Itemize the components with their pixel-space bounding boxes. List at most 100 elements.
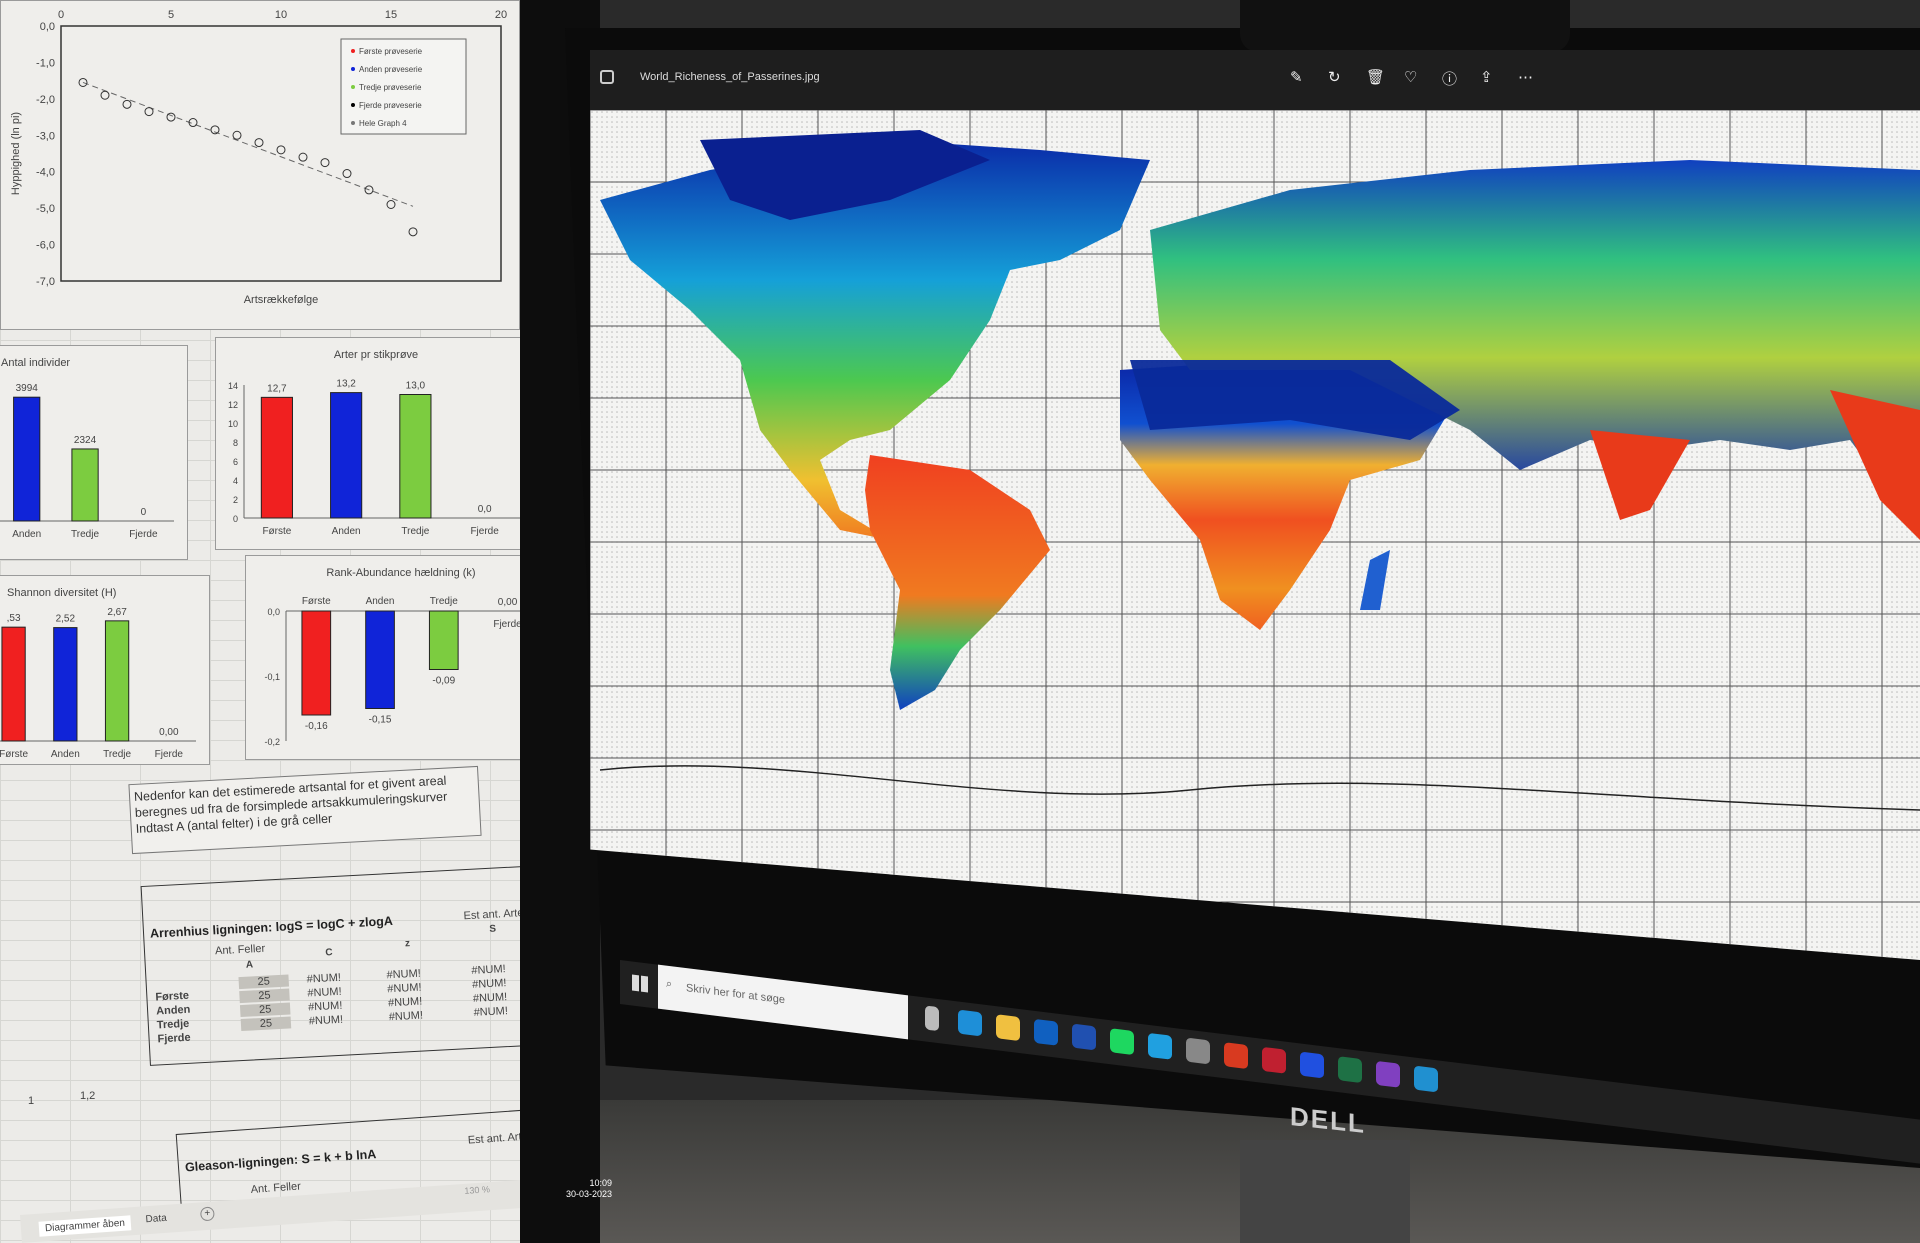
webcam <box>1240 0 1570 52</box>
app-icon[interactable] <box>1186 1037 1210 1065</box>
y-tick-label: -0,2 <box>264 737 280 747</box>
category-label: Fjerde <box>155 749 184 760</box>
outlook-icon[interactable] <box>1034 1018 1058 1046</box>
madagascar <box>1360 550 1390 610</box>
x-tick-label: 20 <box>495 9 507 21</box>
chart-arter-pr-stikprove[interactable]: Arter pr stikprøve 12,7 Første 13,2 Anden 13,… <box>215 337 535 550</box>
chart-rank-abundance[interactable]: Rank-Abundance hældning (k) -0,16 Første -0… <box>245 555 555 760</box>
data-label: 2,67 <box>107 607 127 618</box>
category-label: Tredje <box>71 529 99 540</box>
zoom-level: 130 % <box>464 1184 491 1196</box>
chart-title: Shannon diversitet (H) <box>7 587 116 599</box>
axis-tick: 1 <box>28 1095 35 1107</box>
data-label: 2324 <box>74 435 97 446</box>
clock-time: 10:09 <box>589 1178 613 1188</box>
data-label: -0,09 <box>432 676 455 687</box>
sahara-arabia <box>1130 360 1460 440</box>
axis-tick: 1,2 <box>80 1090 96 1102</box>
add-sheet-icon[interactable]: + <box>199 1206 215 1222</box>
category-label: Anden <box>51 749 80 760</box>
rank-abundance-scatter-chart[interactable]: 0 5 10 15 20 0,0 -1,0 -2,0 -3,0 -4,0 -5,0 -6,0 -7,0 A… <box>0 0 520 330</box>
search-placeholder: Skriv her for at søge <box>686 982 786 1007</box>
bar <box>330 392 363 519</box>
x-tick-label: 5 <box>168 9 174 21</box>
north-america <box>600 140 1150 540</box>
bar <box>1 626 26 742</box>
south-asia <box>1590 390 1920 540</box>
table-cell: #NUM! <box>386 967 422 982</box>
chart-antal-individer[interactable]: Antal individer 3994 Anden 2324 Tredje 0 Fjerd… <box>0 345 188 560</box>
share-icon[interactable]: ⇪ <box>1480 69 1493 86</box>
y-tick-label: 12 <box>228 400 238 410</box>
photos-icon[interactable] <box>1414 1065 1438 1093</box>
category-label: Fjerde <box>129 529 158 540</box>
onenote-icon[interactable] <box>1376 1060 1400 1088</box>
info-icon[interactable]: ⓘ <box>1442 71 1458 88</box>
data-label: 13,2 <box>336 379 356 390</box>
y-tick-label: 0 <box>233 514 238 524</box>
table-cell: #NUM! <box>387 995 423 1010</box>
data-label: 0,0 <box>478 504 492 515</box>
y-tick-label: -2,0 <box>36 94 55 106</box>
y-tick-label: -7,0 <box>36 276 55 288</box>
x-tick-label: 10 <box>275 9 287 21</box>
snipping-tool-icon[interactable] <box>1262 1046 1286 1074</box>
data-point <box>188 118 198 128</box>
y-axis-label: Hyppighed (ln pi) <box>10 112 22 195</box>
search-icon: ⌕ <box>666 977 673 991</box>
delete-icon[interactable]: 🗑 <box>1366 69 1386 86</box>
rotate-icon[interactable]: ↻ <box>1328 69 1341 86</box>
more-icon[interactable]: ⋯ <box>1518 69 1533 86</box>
category-label: Første <box>0 749 28 760</box>
gleason-title: Gleason-ligningen: S = k + b lnA <box>184 1147 377 1175</box>
chart-shannon[interactable]: Shannon diversitet (H) ,53 Første 2,52 Anden… <box>0 575 210 765</box>
data-point <box>298 152 308 162</box>
arrhenius-title: Arrenhius ligningen: logS = logC + zlogA <box>149 913 394 941</box>
y-tick-label: 14 <box>228 381 238 391</box>
bar <box>301 610 332 716</box>
data-label: 12,7 <box>267 383 287 394</box>
excel-icon[interactable] <box>1338 1056 1362 1084</box>
data-point <box>254 138 264 148</box>
y-tick-label: 6 <box>233 457 238 467</box>
legend-marker <box>351 67 355 71</box>
legend-marker <box>351 103 355 107</box>
y-tick-label: -4,0 <box>36 167 55 179</box>
chart-title: Arter pr stikprøve <box>334 349 418 361</box>
data-point <box>408 227 418 237</box>
trendline <box>82 81 414 207</box>
powerpoint-icon[interactable] <box>1224 1042 1248 1070</box>
table-cell: #NUM! <box>472 991 508 1005</box>
task-view-icon[interactable] <box>925 1005 939 1032</box>
table-cell: Første <box>155 989 190 1004</box>
category-label: Anden <box>12 529 41 540</box>
table-cell: #NUM! <box>307 999 343 1014</box>
sheet-tab-diagrammer[interactable]: Diagrammer åben <box>38 1215 132 1237</box>
skype-icon[interactable] <box>1148 1032 1172 1060</box>
x-axis-label: Artsrækkefølge <box>244 294 319 306</box>
file-explorer-icon[interactable] <box>996 1014 1020 1042</box>
start-icon[interactable] <box>632 974 648 993</box>
edge-icon[interactable] <box>958 1009 982 1037</box>
data-label: 2,52 <box>56 614 76 625</box>
sheet-tab-data[interactable]: Data <box>145 1212 168 1226</box>
table-cell: #NUM! <box>308 1013 344 1028</box>
word-icon[interactable] <box>1072 1023 1096 1051</box>
table-cell: #NUM! <box>388 1009 424 1024</box>
zotero-icon[interactable] <box>1300 1051 1324 1079</box>
heart-icon[interactable]: ♡ <box>1404 69 1418 86</box>
input-cell-a[interactable]: 25 <box>239 988 290 1004</box>
edit-icon[interactable]: ✎ <box>1290 69 1303 86</box>
input-cell-a[interactable]: 25 <box>238 974 290 990</box>
bar <box>13 396 41 522</box>
world-map-image <box>590 110 1920 960</box>
legend-marker <box>351 121 355 125</box>
y-tick-label: 8 <box>233 438 238 448</box>
photos-app-icon <box>600 70 614 84</box>
data-point <box>342 169 352 179</box>
arctic-islands <box>700 130 990 220</box>
table-cell: Anden <box>155 1003 191 1018</box>
input-cell-a[interactable]: 25 <box>239 1002 291 1018</box>
spotify-icon[interactable] <box>1110 1028 1134 1056</box>
input-cell-a[interactable]: 25 <box>240 1016 292 1032</box>
